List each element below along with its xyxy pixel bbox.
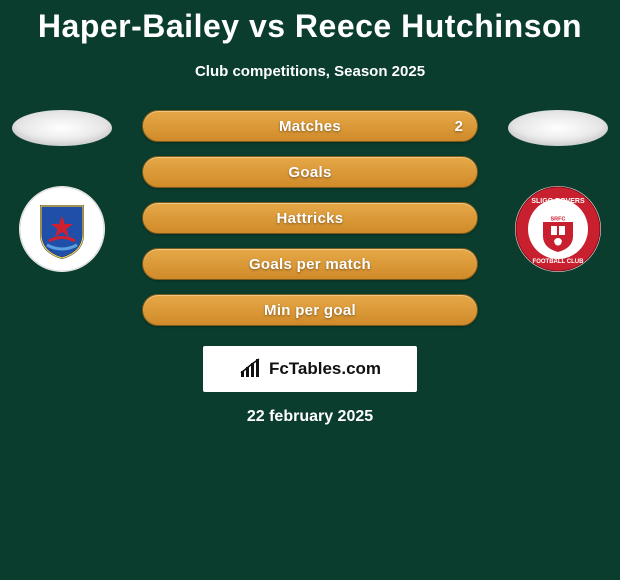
- stat-row-min-per-goal: Min per goal: [142, 294, 478, 326]
- stat-label: Matches: [279, 118, 341, 135]
- right-player-column: SLIGO ROVERS FOOTBALL CLUB SRFC: [498, 110, 618, 272]
- page-title: Haper-Bailey vs Reece Hutchinson: [0, 0, 620, 45]
- stat-label: Min per goal: [264, 302, 356, 319]
- stat-right-value: 2: [455, 111, 463, 141]
- comparison-row: Matches 2 Goals Hattricks Goals per matc…: [0, 110, 620, 326]
- right-club-badge: SLIGO ROVERS FOOTBALL CLUB SRFC: [515, 186, 601, 272]
- stat-row-matches: Matches 2: [142, 110, 478, 142]
- page-subtitle: Club competitions, Season 2025: [0, 63, 620, 80]
- drogheda-crest-icon: [19, 186, 105, 272]
- stats-column: Matches 2 Goals Hattricks Goals per matc…: [142, 110, 478, 326]
- stat-row-hattricks: Hattricks: [142, 202, 478, 234]
- stat-label: Goals per match: [249, 256, 371, 273]
- svg-text:SRFC: SRFC: [551, 217, 566, 223]
- left-club-badge: [19, 186, 105, 272]
- svg-text:SLIGO ROVERS: SLIGO ROVERS: [531, 198, 585, 205]
- right-player-avatar-placeholder: [508, 110, 608, 146]
- brand-label: FcTables.com: [269, 359, 381, 379]
- brand-watermark: FcTables.com: [203, 346, 417, 392]
- left-player-column: [2, 110, 122, 272]
- svg-text:FOOTBALL CLUB: FOOTBALL CLUB: [533, 259, 585, 265]
- stat-row-goals-per-match: Goals per match: [142, 248, 478, 280]
- bar-chart-icon: [239, 357, 263, 381]
- sligo-crest-icon: SLIGO ROVERS FOOTBALL CLUB SRFC: [515, 186, 601, 272]
- stat-label: Hattricks: [277, 210, 344, 227]
- left-player-avatar-placeholder: [12, 110, 112, 146]
- comparison-date: 22 february 2025: [0, 408, 620, 426]
- stat-label: Goals: [288, 164, 331, 181]
- stat-row-goals: Goals: [142, 156, 478, 188]
